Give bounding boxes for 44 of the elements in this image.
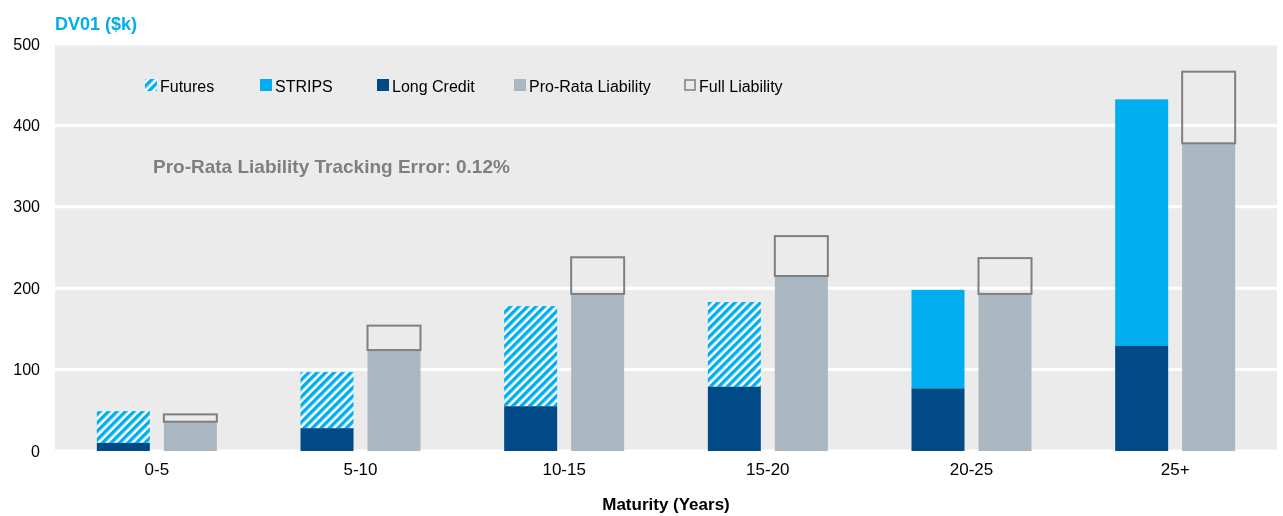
bar [367, 350, 421, 451]
legend-label: Pro-Rata Liability [529, 77, 651, 95]
bar [96, 442, 150, 451]
bar [978, 293, 1032, 451]
annotation: Pro-Rata Liability Tracking Error: 0.12% [153, 156, 510, 177]
y-tick-label: 100 [13, 361, 41, 379]
x-tick-label: 5-10 [343, 460, 378, 479]
bar [162, 413, 218, 423]
legend-label: STRIPS [275, 77, 333, 95]
x-tick-label: 20-25 [949, 460, 994, 479]
bar [911, 388, 965, 451]
bar [504, 406, 558, 451]
bar [707, 386, 761, 451]
bar [571, 293, 625, 451]
bar [707, 302, 761, 387]
x-tick-label: 25+ [1160, 460, 1190, 479]
y-axis-title: DV01 ($k) [55, 14, 138, 34]
bar [300, 372, 354, 429]
legend-label: Full Liability [699, 77, 783, 95]
y-tick-label: 300 [13, 198, 41, 216]
bar [366, 324, 422, 352]
legend-label: Long Credit [392, 77, 476, 95]
bar [96, 411, 150, 443]
y-tick-label: 0 [31, 442, 41, 460]
bar [911, 289, 965, 389]
bar [300, 428, 354, 451]
y-tick-label: 500 [13, 35, 41, 53]
bar [1181, 70, 1237, 145]
bar [773, 235, 829, 277]
bar [977, 257, 1033, 295]
bar [163, 421, 217, 451]
x-axis-title: Maturity (Years) [602, 495, 730, 514]
bar [1182, 143, 1236, 451]
bar [504, 306, 558, 407]
x-tick-label: 0-5 [144, 460, 170, 479]
y-tick-label: 400 [13, 117, 41, 134]
bar [1115, 99, 1169, 346]
y-tick-label: 200 [13, 279, 41, 297]
bar [570, 256, 626, 295]
x-tick-label: 10-15 [542, 460, 586, 479]
x-tick-label: 15-20 [746, 460, 790, 479]
bar [774, 275, 828, 451]
bar [1115, 345, 1169, 451]
legend-label: Futures [160, 77, 215, 95]
